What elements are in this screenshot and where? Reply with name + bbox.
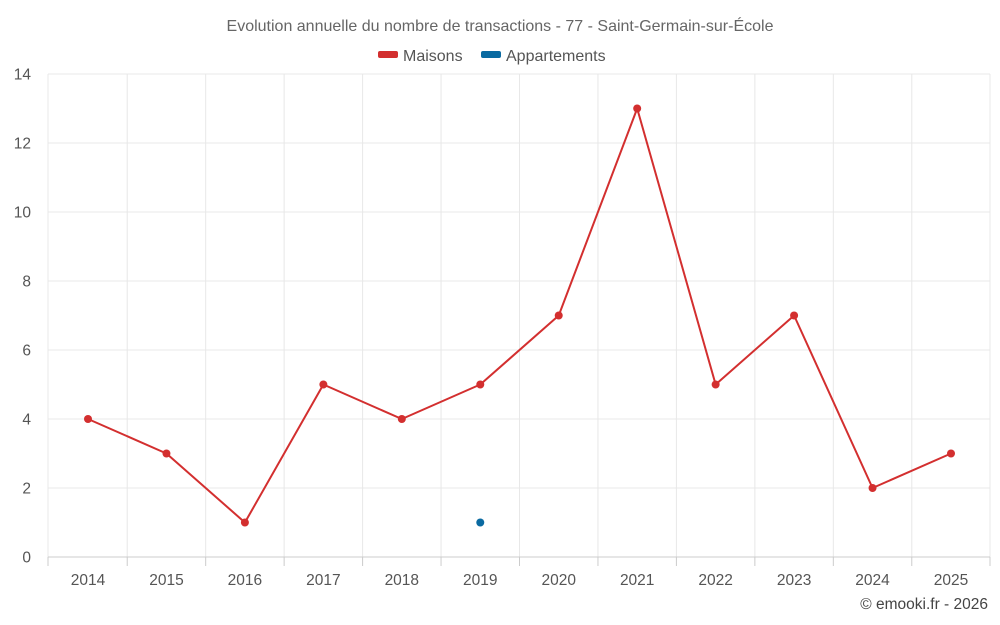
legend-item-appartements[interactable]: Appartements — [481, 48, 606, 65]
legend-item-maisons[interactable]: Maisons — [378, 48, 463, 65]
data-point-maisons-2020[interactable] — [554, 311, 563, 320]
data-point-maisons-2018[interactable] — [397, 415, 406, 423]
y-tick-label: 2 — [22, 481, 31, 498]
legend: Maisons Appartements — [378, 48, 606, 65]
x-tick-label: 2014 — [71, 572, 106, 589]
data-point-maisons-2021[interactable] — [633, 104, 642, 113]
series-line-maisons — [87, 107, 952, 524]
x-tick-label: 2018 — [385, 572, 419, 589]
legend-label-maisons: Maisons — [403, 48, 463, 65]
y-tick-label: 6 — [22, 343, 31, 360]
series-maisons — [84, 104, 955, 527]
x-tick-label: 2019 — [463, 572, 497, 589]
data-point-maisons-2024[interactable] — [868, 484, 877, 492]
data-point-maisons-2022[interactable] — [711, 380, 720, 389]
legend-swatch-maisons — [378, 51, 398, 58]
x-tick-label: 2015 — [149, 572, 183, 589]
data-point-maisons-2019[interactable] — [476, 380, 485, 389]
data-point-maisons-2016[interactable] — [240, 518, 249, 527]
y-tick-label: 12 — [14, 136, 31, 153]
x-tick-label: 2020 — [541, 572, 576, 589]
y-tick-label: 14 — [14, 67, 32, 84]
chart-title: Evolution annuelle du nombre de transact… — [227, 16, 774, 35]
grid — [47, 73, 991, 557]
y-tick-label: 4 — [22, 412, 31, 429]
x-tick-label: 2017 — [306, 572, 340, 589]
data-point-appartements-2019[interactable] — [476, 518, 485, 527]
x-tick-label: 2025 — [934, 572, 968, 589]
y-tick-label: 0 — [22, 550, 31, 567]
x-tick-label: 2022 — [698, 572, 732, 589]
x-tick-label: 2021 — [620, 572, 654, 589]
x-tick-label: 2023 — [777, 572, 811, 589]
y-axis: 0 2 4 6 8 10 12 14 — [14, 67, 32, 567]
series-appartements — [476, 518, 485, 527]
x-tick-label: 2016 — [228, 572, 262, 589]
credit-text: © emooki.fr - 2026 — [860, 596, 988, 613]
x-tick-label: 2024 — [855, 572, 890, 589]
y-tick-label: 8 — [22, 274, 31, 291]
data-point-maisons-2025[interactable] — [947, 449, 955, 458]
data-point-maisons-2023[interactable] — [790, 311, 799, 320]
data-point-maisons-2015[interactable] — [162, 449, 171, 458]
legend-swatch-appartements — [481, 51, 501, 58]
legend-label-appartements: Appartements — [506, 48, 606, 65]
plot-series — [84, 104, 955, 527]
y-tick-label: 10 — [14, 205, 32, 222]
data-point-maisons-2017[interactable] — [319, 380, 328, 389]
data-point-maisons-2014[interactable] — [84, 415, 92, 423]
x-axis: 2014 2015 2016 2017 2018 2019 2020 2021 2022 2023… — [47, 556, 991, 589]
